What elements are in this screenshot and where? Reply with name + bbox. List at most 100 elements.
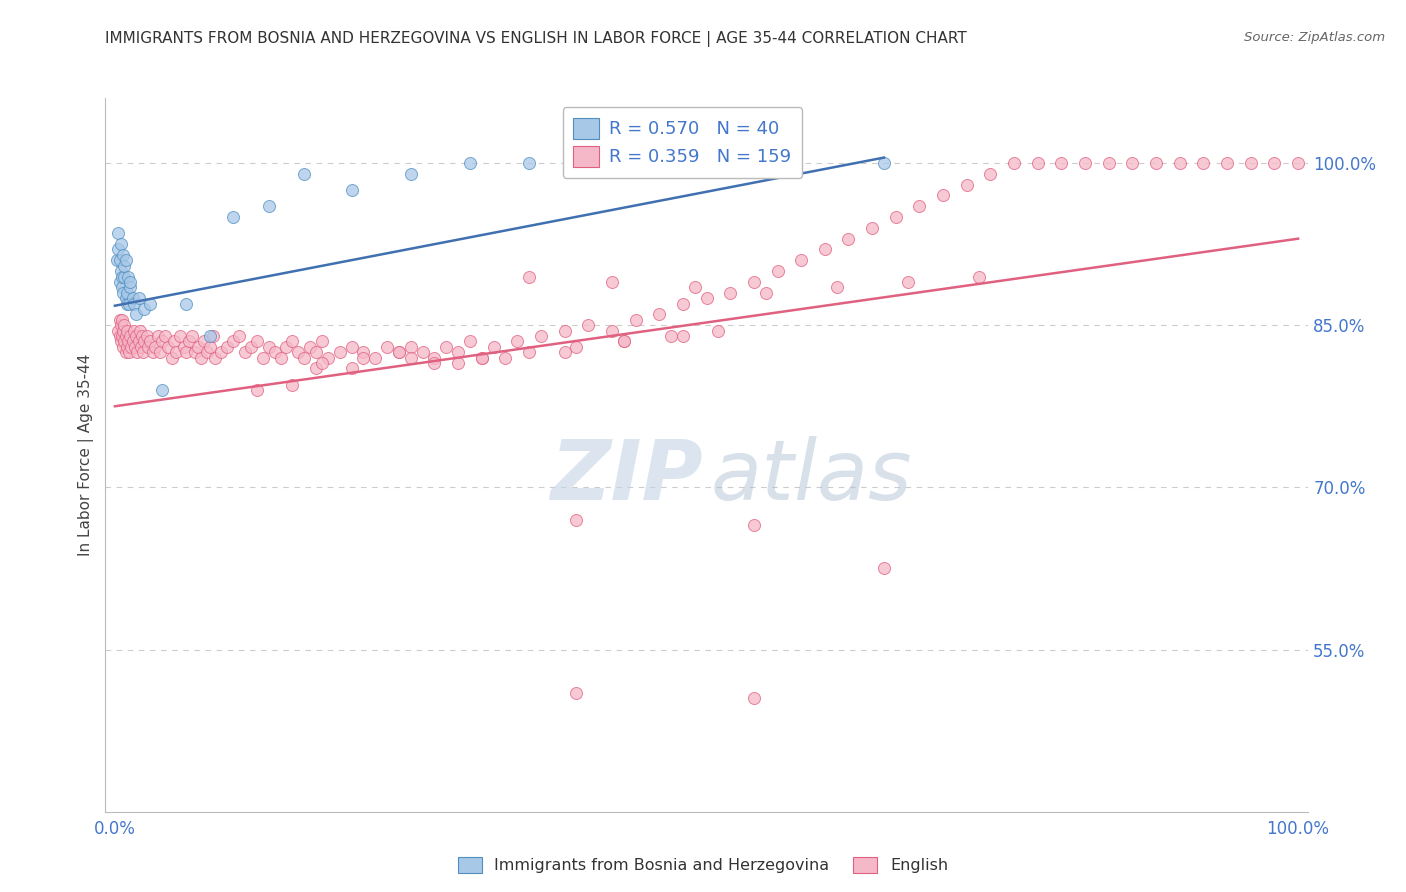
Y-axis label: In Labor Force | Age 35-44: In Labor Force | Age 35-44 <box>79 354 94 556</box>
Point <box>287 345 309 359</box>
Point <box>683 280 706 294</box>
Point <box>299 340 322 354</box>
Point <box>1240 156 1263 170</box>
Point <box>195 345 218 359</box>
Point <box>139 296 162 310</box>
Point <box>517 345 540 359</box>
Point <box>111 329 134 343</box>
Point <box>228 329 250 343</box>
Point <box>110 318 132 333</box>
Point <box>143 340 166 354</box>
Point <box>108 275 131 289</box>
Point <box>458 156 481 170</box>
Point <box>160 351 183 365</box>
Point <box>565 513 588 527</box>
Point <box>352 351 374 365</box>
Point <box>110 264 132 278</box>
Point <box>153 329 176 343</box>
Point <box>648 307 671 321</box>
Point <box>1002 156 1025 170</box>
Text: ZIP: ZIP <box>550 436 703 516</box>
Point <box>613 334 636 349</box>
Point <box>388 345 411 359</box>
Point <box>112 340 135 354</box>
Point <box>111 280 134 294</box>
Point <box>120 275 142 289</box>
Point <box>257 340 280 354</box>
Point <box>340 361 363 376</box>
Point <box>121 291 143 305</box>
Point <box>111 269 134 284</box>
Point <box>125 307 148 321</box>
Point <box>107 243 129 257</box>
Point <box>139 334 162 349</box>
Point <box>837 232 859 246</box>
Point <box>114 345 136 359</box>
Point <box>165 345 187 359</box>
Point <box>897 275 920 289</box>
Point <box>112 248 135 262</box>
Point <box>127 345 149 359</box>
Point <box>447 345 470 359</box>
Point <box>1074 156 1097 170</box>
Point <box>576 318 599 333</box>
Point <box>979 167 1001 181</box>
Point <box>132 345 155 359</box>
Point <box>112 318 135 333</box>
Point <box>707 324 730 338</box>
Point <box>222 334 245 349</box>
Point <box>517 156 540 170</box>
Point <box>696 291 718 305</box>
Point <box>814 243 837 257</box>
Point <box>600 275 623 289</box>
Point <box>1192 156 1215 170</box>
Text: atlas: atlas <box>710 436 911 516</box>
Point <box>565 340 588 354</box>
Point <box>112 334 135 349</box>
Point <box>121 340 143 354</box>
Point <box>672 296 695 310</box>
Point <box>114 291 136 305</box>
Point <box>311 334 333 349</box>
Point <box>292 167 315 181</box>
Point <box>276 340 298 354</box>
Point <box>150 334 173 349</box>
Point <box>399 167 422 181</box>
Point <box>252 351 274 365</box>
Point <box>112 269 135 284</box>
Point <box>316 351 339 365</box>
Point <box>412 345 434 359</box>
Point <box>122 324 145 338</box>
Point <box>270 351 292 365</box>
Point <box>565 686 588 700</box>
Point <box>112 324 135 338</box>
Point <box>187 340 209 354</box>
Point <box>128 334 150 349</box>
Point <box>718 285 741 300</box>
Point <box>311 356 333 370</box>
Point <box>340 183 363 197</box>
Point <box>742 691 765 706</box>
Point <box>742 518 765 533</box>
Point <box>246 334 269 349</box>
Point <box>399 340 422 354</box>
Point <box>173 340 195 354</box>
Point <box>114 329 136 343</box>
Point <box>204 351 226 365</box>
Point <box>157 340 180 354</box>
Point <box>1144 156 1167 170</box>
Point <box>423 356 446 370</box>
Point <box>112 285 135 300</box>
Point <box>873 156 896 170</box>
Point <box>956 178 979 192</box>
Point <box>110 237 132 252</box>
Point <box>932 188 955 202</box>
Point <box>517 269 540 284</box>
Point <box>121 334 143 349</box>
Point <box>131 329 153 343</box>
Point <box>134 301 156 316</box>
Point <box>107 324 129 338</box>
Point <box>434 340 457 354</box>
Point <box>120 329 142 343</box>
Point <box>124 340 146 354</box>
